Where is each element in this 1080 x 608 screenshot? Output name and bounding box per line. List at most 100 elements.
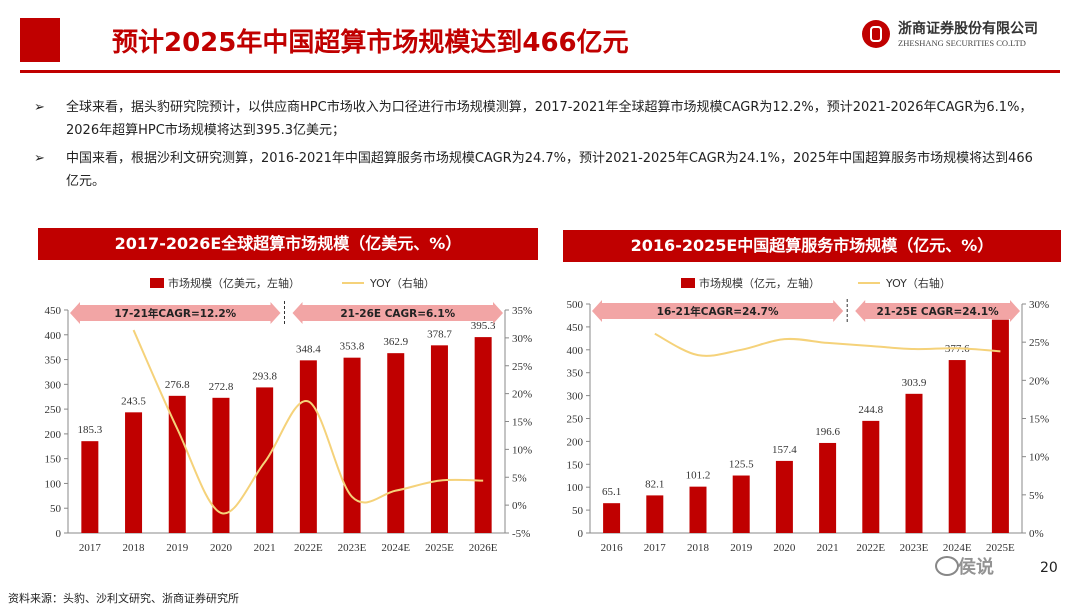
x-tick-label: 2026E: [469, 542, 498, 554]
cagr-label: 21-25E CAGR=24.1%: [877, 306, 1000, 318]
legend-bar-swatch: [681, 278, 695, 288]
cagr-arrow: [855, 300, 1020, 322]
bar: [430, 345, 448, 533]
y-left-tick-label: 100: [45, 478, 62, 490]
bar-value-label: 196.6: [815, 426, 840, 438]
x-tick-label: 2025E: [425, 542, 454, 554]
bar-value-label: 82.1: [645, 478, 664, 490]
bar: [125, 412, 143, 533]
bar-value-label: 157.4: [772, 444, 797, 456]
chart-title-global: 2017-2026E全球超算市场规模（亿美元、%）: [38, 228, 538, 260]
y-right-tick-label: 35%: [512, 305, 532, 317]
bar: [387, 353, 405, 533]
x-tick-label: 2017: [79, 542, 102, 554]
logo-name-cn: 浙商证券股份有限公司: [898, 21, 1038, 37]
bar-value-label: 185.3: [77, 424, 102, 436]
cagr-arrow: [70, 302, 281, 324]
legend-bar-label: 市场规模（亿美元，左轴）: [168, 276, 300, 290]
bullet-item: ➢ 中国来看，根据沙利文研究测算，2016-2021年中国超算服务市场规模CAG…: [34, 147, 1044, 193]
x-tick-label: 2018: [687, 542, 710, 554]
y-left-tick-label: 100: [567, 482, 584, 494]
y-right-tick-label: -5%: [512, 528, 530, 540]
bar-value-label: 362.9: [383, 336, 408, 348]
y-right-tick-label: 15%: [1029, 414, 1049, 426]
bar: [991, 319, 1009, 533]
bar: [732, 475, 750, 533]
x-tick-label: 2025E: [986, 542, 1015, 554]
wechat-icon: [935, 556, 959, 576]
x-tick-label: 2019: [166, 542, 189, 554]
x-tick-label: 2016: [601, 542, 624, 554]
header-divider: [20, 70, 1060, 73]
bullet-text: 全球来看，据头豹研究院预计，以供应商HPC市场收入为口径进行市场规模测算，201…: [66, 100, 1033, 138]
bullet-text: 中国来看，根据沙利文研究测算，2016-2021年中国超算服务市场规模CAGR为…: [66, 151, 1033, 189]
bar: [819, 442, 837, 533]
y-right-tick-label: 10%: [512, 444, 532, 456]
y-left-tick-label: 150: [45, 454, 62, 466]
bar: [299, 360, 317, 533]
x-tick-label: 2020: [210, 542, 233, 554]
x-tick-label: 2020: [773, 542, 796, 554]
y-left-tick-label: 50: [50, 503, 62, 515]
bar: [603, 503, 621, 533]
y-left-tick-label: 300: [45, 379, 62, 391]
y-right-tick-label: 20%: [1029, 375, 1049, 387]
legend-line-label: YOY（右轴）: [369, 276, 435, 290]
bar-value-label: 125.5: [729, 459, 754, 471]
y-left-tick-label: 400: [45, 330, 62, 342]
y-right-tick-label: 10%: [1029, 452, 1049, 464]
bar: [256, 387, 274, 533]
y-right-tick-label: 0%: [512, 500, 527, 512]
y-right-tick-label: 5%: [512, 472, 527, 484]
bar-value-label: 353.8: [340, 341, 365, 353]
bullet-arrow-icon: ➢: [34, 151, 45, 166]
header-accent-block: [20, 18, 60, 62]
y-left-tick-label: 450: [45, 305, 62, 317]
x-tick-label: 2021: [254, 542, 276, 554]
x-tick-label: 2024E: [381, 542, 410, 554]
y-left-tick-label: 400: [567, 345, 584, 357]
cagr-arrow: [592, 300, 844, 322]
x-tick-label: 2019: [730, 542, 753, 554]
bar: [474, 337, 492, 533]
bar: [212, 397, 230, 533]
logo-name-en: ZHESHANG SECURITIES CO.LTD: [898, 38, 1026, 48]
y-left-tick-label: 0: [578, 528, 584, 540]
x-tick-label: 2018: [123, 542, 146, 554]
x-tick-label: 2022E: [294, 542, 323, 554]
bar: [689, 486, 707, 533]
legend-bar-label: 市场规模（亿元，左轴）: [699, 276, 820, 290]
bar-value-label: 65.1: [602, 486, 621, 498]
bullet-arrow-icon: ➢: [34, 100, 45, 115]
bar-value-label: 243.5: [121, 395, 146, 407]
bar-value-label: 348.4: [296, 343, 321, 355]
y-left-tick-label: 450: [567, 322, 584, 334]
y-right-tick-label: 25%: [1029, 337, 1049, 349]
x-tick-label: 2017: [644, 542, 667, 554]
cagr-arrow: [292, 302, 503, 324]
bar-value-label: 395.3: [471, 320, 496, 332]
y-right-tick-label: 5%: [1029, 490, 1044, 502]
y-left-tick-label: 150: [567, 459, 584, 471]
y-left-tick-label: 500: [567, 299, 584, 311]
bar: [905, 393, 923, 533]
x-tick-label: 2021: [817, 542, 839, 554]
y-left-tick-label: 200: [45, 429, 62, 441]
bar: [646, 495, 664, 533]
company-logo: 浙商证券股份有限公司 ZHESHANG SECURITIES CO.LTD: [862, 18, 1062, 58]
y-right-tick-label: 25%: [512, 361, 532, 373]
cagr-label: 21-26E CAGR=6.1%: [340, 308, 455, 320]
bullet-list: ➢ 全球来看，据头豹研究院预计，以供应商HPC市场收入为口径进行市场规模测算，2…: [34, 96, 1044, 198]
y-right-tick-label: 30%: [1029, 299, 1049, 311]
page-number: 20: [1040, 560, 1058, 576]
y-right-tick-label: 20%: [512, 389, 532, 401]
y-left-tick-label: 200: [567, 436, 584, 448]
x-tick-label: 2023E: [900, 542, 929, 554]
x-tick-label: 2022E: [856, 542, 885, 554]
cagr-label: 17-21年CAGR=12.2%: [114, 307, 236, 320]
legend-line-label: YOY（右轴）: [885, 276, 951, 290]
legend-bar-swatch: [150, 278, 164, 288]
bar: [81, 441, 99, 533]
page-title: 预计2025年中国超算市场规模达到466亿元: [112, 28, 629, 58]
watermark: 侯说: [958, 557, 994, 578]
